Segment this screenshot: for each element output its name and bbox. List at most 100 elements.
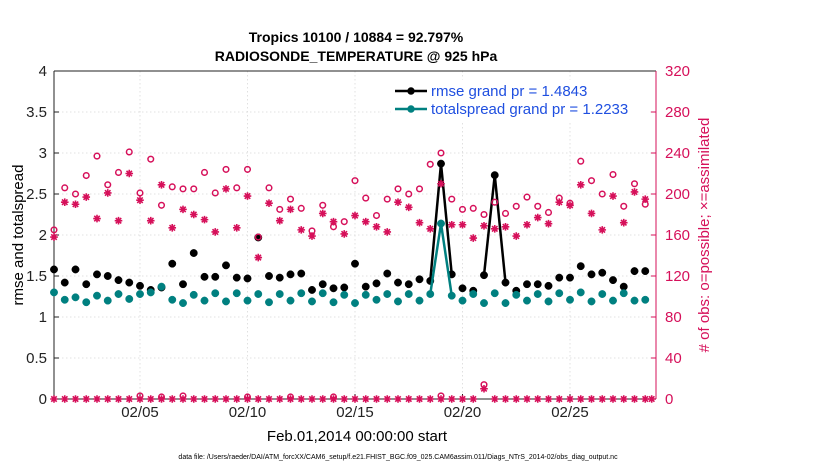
x-tick-label: 02/20 [444, 404, 482, 421]
totalspread-point [480, 299, 488, 308]
totalspread-point [179, 299, 187, 308]
rmse-point [114, 276, 123, 285]
totalspread-point [437, 219, 445, 228]
possible-point [179, 185, 187, 193]
assimilated-low-point [232, 395, 241, 403]
totalspread-point [523, 296, 531, 305]
rmse-point [200, 272, 209, 281]
possible-point [609, 170, 617, 179]
rmse-point [566, 273, 574, 282]
assimilated-point [490, 225, 499, 233]
totalspread-point [501, 299, 510, 308]
possible-point [297, 204, 305, 212]
assimilated-point [394, 198, 402, 206]
assimilated-point [361, 217, 370, 226]
rmse-point [501, 278, 510, 287]
totalspread-point [136, 290, 144, 298]
possible-point [265, 184, 273, 192]
assimilated-low-point [71, 395, 80, 403]
assimilated-low-point [254, 395, 263, 403]
totalspread-point [318, 289, 327, 298]
y-axis-label: rmse and totalspread [10, 165, 27, 306]
assimilated-low-point [297, 395, 306, 403]
totalspread-point [426, 290, 435, 298]
assimilated-point [501, 223, 510, 231]
legend-marker-spread [407, 105, 415, 113]
rmse-point [297, 269, 306, 278]
totalspread-point [394, 297, 402, 306]
totalspread-point [232, 289, 241, 298]
y-right-tick-label: 160 [665, 227, 690, 244]
series-totalspread [50, 219, 650, 308]
totalspread-point [275, 290, 284, 298]
totalspread-point [146, 288, 155, 297]
assimilated-point [415, 218, 424, 227]
rmse-point [189, 249, 198, 257]
rmse-point [533, 280, 542, 289]
rmse-point [179, 280, 187, 289]
assimilated-low-point [437, 395, 445, 403]
rmse-point [415, 275, 424, 284]
totalspread-point [415, 296, 424, 305]
totalspread-point [458, 296, 467, 305]
rmse-point [125, 278, 134, 287]
totalspread-point [286, 296, 295, 305]
rmse-point [630, 267, 639, 276]
possible-point [222, 165, 230, 173]
totalspread-point [566, 295, 574, 304]
assimilated-low-point [60, 395, 69, 403]
assimilated-low-point [372, 395, 381, 403]
assimilated-low-point [114, 395, 123, 403]
assimilated-point [329, 217, 338, 226]
rmse-point [641, 267, 650, 276]
assimilated-point [200, 215, 209, 224]
rmse-point [232, 273, 241, 282]
assimilated-low-point [576, 395, 585, 403]
assimilated-low-point [103, 395, 112, 403]
assimilated-low-point [168, 395, 177, 403]
y-right-tick-label: 320 [665, 63, 690, 80]
assimilated-low-point [544, 395, 553, 403]
possible-point [587, 177, 596, 185]
totalspread-point [243, 296, 252, 305]
possible-point [157, 201, 166, 209]
assimilated-point [598, 226, 607, 234]
assimilated-low-point [630, 395, 639, 403]
rmse-point [60, 278, 69, 287]
assimilated-point [222, 185, 230, 193]
totalspread-point [157, 282, 166, 291]
possible-point [534, 202, 542, 210]
y-right-tick-label: 120 [665, 268, 690, 285]
legend-box [390, 79, 650, 121]
rmse-segment [482, 175, 496, 276]
rmse-point [275, 273, 284, 282]
y-tick-label: 2 [39, 227, 47, 244]
assimilated-point [157, 180, 166, 189]
assimilated-low-point [415, 395, 424, 403]
totalspread-point [490, 289, 499, 298]
rmse-point [372, 279, 381, 288]
assimilated-point [60, 198, 69, 206]
rmse-point [437, 159, 445, 168]
rmse-point [82, 280, 91, 289]
totalspread-point [168, 295, 177, 304]
series-rmse [50, 159, 650, 295]
possible-point [491, 198, 499, 206]
y-right-tick-label: 40 [665, 350, 682, 367]
rmse-point [265, 272, 273, 280]
rmse-point [351, 259, 359, 268]
assimilated-low-point [555, 395, 564, 403]
assimilated-low-point [211, 395, 220, 403]
rmse-point [136, 281, 144, 290]
assimilated-low-point [426, 395, 435, 403]
series-assimilated [50, 169, 650, 262]
totalspread-point [114, 290, 123, 298]
y-right-tick-label: 240 [665, 145, 690, 162]
possible-point [437, 149, 445, 157]
rmse-point [361, 282, 370, 291]
assimilated-low-point [200, 395, 209, 403]
rmse-point [103, 272, 112, 280]
totalspread-point [609, 296, 617, 305]
totalspread-point [265, 298, 273, 307]
